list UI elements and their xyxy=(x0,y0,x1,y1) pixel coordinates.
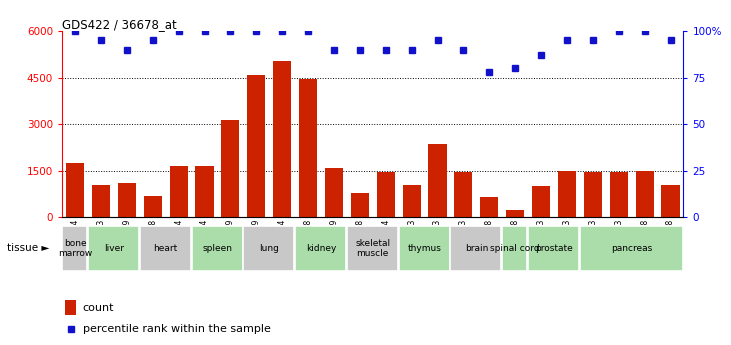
Bar xyxy=(92,185,110,217)
Bar xyxy=(195,166,213,217)
Text: percentile rank within the sample: percentile rank within the sample xyxy=(83,324,270,334)
Bar xyxy=(502,226,527,271)
Bar xyxy=(295,226,346,271)
Bar xyxy=(347,226,398,271)
Bar xyxy=(506,209,524,217)
Bar xyxy=(65,299,77,315)
Bar xyxy=(480,197,499,217)
Text: lung: lung xyxy=(260,244,279,253)
Bar xyxy=(528,226,579,271)
Bar xyxy=(62,226,87,271)
Text: spinal cord: spinal cord xyxy=(491,244,540,253)
Bar xyxy=(662,185,680,217)
Text: heart: heart xyxy=(154,244,178,253)
Text: prostate: prostate xyxy=(535,244,573,253)
Bar xyxy=(610,172,628,217)
Bar xyxy=(398,226,450,271)
Bar xyxy=(428,144,447,217)
Bar xyxy=(351,193,369,217)
Bar xyxy=(140,226,191,271)
Bar xyxy=(192,226,243,271)
Text: skeletal
muscle: skeletal muscle xyxy=(355,239,390,258)
Bar xyxy=(584,172,602,217)
Bar xyxy=(118,183,136,217)
Bar xyxy=(243,226,295,271)
Bar xyxy=(403,185,421,217)
Text: GDS422 / 36678_at: GDS422 / 36678_at xyxy=(62,18,177,31)
Text: bone
marrow: bone marrow xyxy=(58,239,92,258)
Text: kidney: kidney xyxy=(306,244,336,253)
Bar xyxy=(88,226,139,271)
Text: thymus: thymus xyxy=(408,244,442,253)
Bar xyxy=(247,75,265,217)
Bar xyxy=(273,61,291,217)
Bar xyxy=(376,172,395,217)
Text: brain: brain xyxy=(465,244,488,253)
Bar xyxy=(455,172,472,217)
Bar xyxy=(66,163,84,217)
Text: count: count xyxy=(83,303,114,313)
Text: tissue ►: tissue ► xyxy=(7,244,50,253)
Bar xyxy=(221,120,240,217)
Bar xyxy=(532,186,550,217)
Bar xyxy=(325,168,343,217)
Bar xyxy=(144,196,162,217)
Bar xyxy=(450,226,501,271)
Bar xyxy=(170,166,188,217)
Bar xyxy=(580,226,683,271)
Bar xyxy=(558,171,576,217)
Text: spleen: spleen xyxy=(202,244,232,253)
Text: pancreas: pancreas xyxy=(611,244,652,253)
Bar xyxy=(299,79,317,217)
Bar xyxy=(635,171,654,217)
Text: liver: liver xyxy=(104,244,124,253)
